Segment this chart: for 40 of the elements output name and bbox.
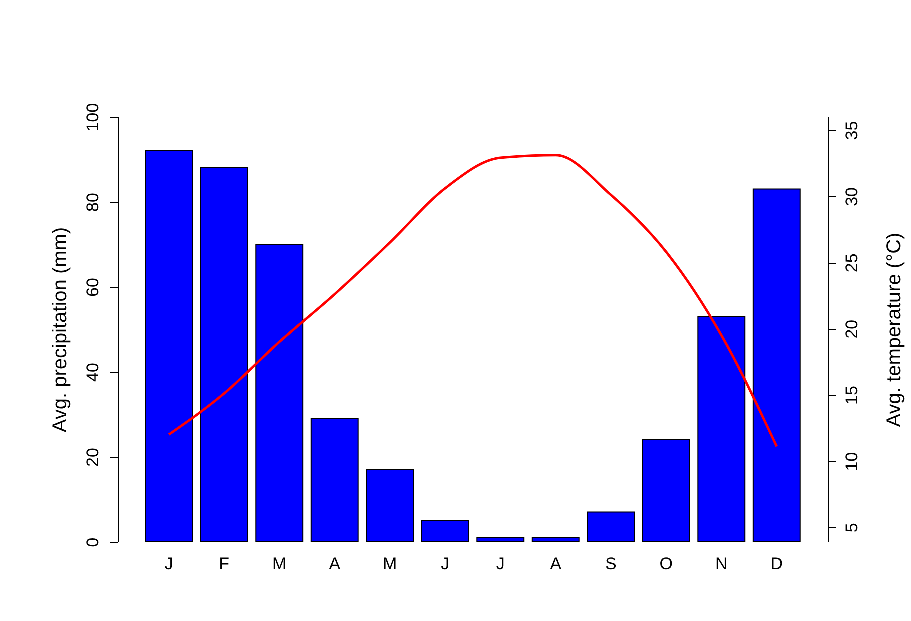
x-tick-label: A [329,554,342,574]
y2-tick-label: 30 [842,187,862,206]
y-tick-label: 80 [84,193,102,212]
y2-tick-label: 10 [842,452,862,472]
x-tick-label: N [715,554,728,574]
x-tick-label: D [770,554,784,574]
y2-tick-label: 5 [842,523,862,533]
x-tick-label: S [605,554,617,574]
x-tick-label: M [383,554,398,574]
y2-tick-label: 35 [842,121,862,140]
y2-tick-label: 25 [842,254,862,273]
y2-tick-label: 20 [842,320,862,339]
bar [587,512,636,542]
y-tick-label: 100 [84,103,102,132]
y2-tick-label: 15 [842,386,862,405]
x-tick-label: J [441,554,450,574]
y-tick-label: 60 [84,278,102,297]
x-tick-label: A [550,554,562,574]
bar [532,537,580,542]
bar [698,316,746,542]
bar [366,469,414,542]
x-tick-label: O [660,554,673,574]
bar [200,168,248,542]
x-tick-label: F [219,554,230,574]
line-series [168,154,778,448]
x-tick-label: J [164,554,174,574]
bar [256,244,304,542]
bar [310,418,359,542]
x-tick-label: J [496,554,505,574]
bar [145,150,194,542]
x-tick-label: M [272,554,287,574]
bar [752,188,801,542]
bar [476,537,525,542]
y-tick-label: 20 [84,448,102,467]
bar [421,520,470,542]
y-tick-label: 0 [84,538,102,548]
y2-axis-title: Avg. temperature (°C) [884,232,906,428]
bar [642,440,690,542]
y-tick-label: 40 [84,363,102,382]
y-axis-title: Avg. precipitation (mm) [50,227,72,433]
